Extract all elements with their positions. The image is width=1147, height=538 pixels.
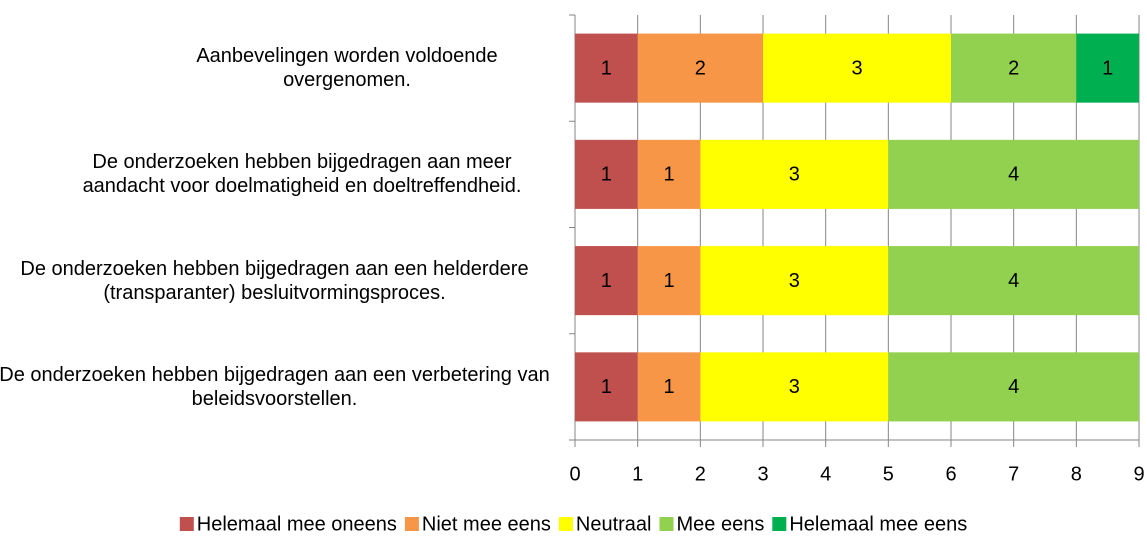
bar-segment <box>700 246 889 316</box>
category-label: De onderzoeken hebben bijgedragen aan ee… <box>20 257 529 304</box>
legend-swatch <box>659 517 674 531</box>
legend-label: Mee eens <box>676 513 764 535</box>
bar-segment <box>888 246 1139 316</box>
data-label: 1 <box>601 164 612 186</box>
bar-segment <box>700 139 889 209</box>
category-label: De onderzoeken hebben bijgedragen aan ee… <box>0 363 550 410</box>
x-tick-label: 2 <box>695 463 706 485</box>
legend-label: Niet mee eens <box>422 513 551 535</box>
data-label: 1 <box>1102 57 1113 79</box>
legend-label: Helemaal mee eens <box>789 513 967 535</box>
legend-swatch <box>179 517 194 531</box>
category-label: De onderzoeken hebben bijgedragen aan me… <box>82 151 522 198</box>
data-label: 4 <box>1008 376 1019 398</box>
legend-swatch <box>558 517 573 531</box>
bar-segment <box>575 139 638 209</box>
bar-segment <box>888 139 1139 209</box>
data-label: 1 <box>601 270 612 292</box>
data-label: 4 <box>1008 270 1019 292</box>
x-tick-label: 5 <box>883 463 894 485</box>
bar-segment <box>1076 33 1139 103</box>
bar-segment <box>637 352 701 422</box>
data-label: 3 <box>789 376 800 398</box>
bar-segment <box>575 246 638 316</box>
data-label: 3 <box>789 270 800 292</box>
x-tick-label: 0 <box>569 463 580 485</box>
bar-segment <box>575 33 638 103</box>
data-label: 4 <box>1008 164 1019 186</box>
bar-segment <box>888 352 1139 422</box>
data-label: 1 <box>663 376 674 398</box>
bar-segment <box>637 33 763 103</box>
legend-swatch <box>772 517 787 531</box>
bar-segment <box>637 246 701 316</box>
legend-label: Neutraal <box>576 513 652 535</box>
data-label: 2 <box>1008 57 1019 79</box>
x-tick-label: 7 <box>1008 463 1019 485</box>
category-label: Aanbevelingen worden voldoende overgenom… <box>196 45 498 92</box>
data-label: 1 <box>601 376 612 398</box>
x-tick-label: 4 <box>820 463 831 485</box>
bar-segment <box>951 33 1077 103</box>
x-tick-label: 1 <box>632 463 643 485</box>
x-tick-label: 6 <box>945 463 956 485</box>
data-label: 3 <box>789 164 800 186</box>
x-tick-label: 8 <box>1071 463 1082 485</box>
data-label: 2 <box>695 57 706 79</box>
data-label: 3 <box>851 57 862 79</box>
data-label: 1 <box>601 57 612 79</box>
x-tick-label: 3 <box>757 463 768 485</box>
data-label: 1 <box>663 164 674 186</box>
bar-segment <box>700 352 889 422</box>
bar-segment <box>763 33 951 103</box>
legend-swatch <box>404 517 419 531</box>
bar-segment <box>575 352 638 422</box>
data-label: 1 <box>663 270 674 292</box>
x-tick-label: 9 <box>1133 463 1144 485</box>
bar-segment <box>637 139 701 209</box>
legend-label: Helemaal mee oneens <box>197 513 397 535</box>
